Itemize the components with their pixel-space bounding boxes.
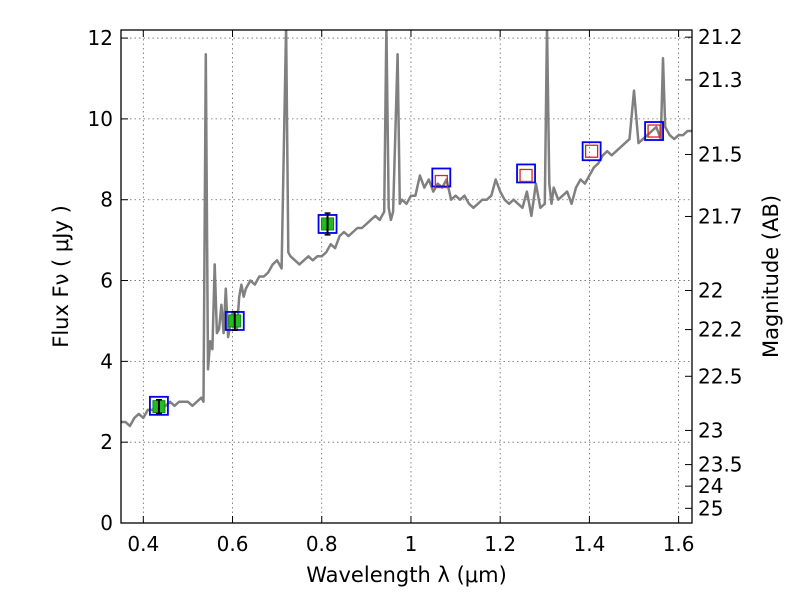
model-flux-box <box>644 121 664 141</box>
x-tick-label: 0.4 <box>127 532 159 556</box>
spectrum-layer <box>121 30 692 428</box>
x-tick-label: 1.2 <box>484 532 516 556</box>
mag-tick-label: 23.5 <box>698 453 743 477</box>
x-tick-label: 1.4 <box>573 532 605 556</box>
upper-limit-marker <box>519 168 533 183</box>
mag-tick-label: 21.2 <box>698 25 743 49</box>
photometry-layer <box>149 121 664 416</box>
photometry-filter-0.60 <box>224 310 245 331</box>
model-flux-box <box>149 395 169 416</box>
y-tick-label: 8 <box>100 188 113 212</box>
spectrum-line <box>121 30 692 428</box>
photometry-filter-1.54 <box>644 121 664 141</box>
model-flux-box <box>431 167 452 188</box>
photometry-filter-1.25 <box>516 163 536 184</box>
x-axis-label: Wavelength λ (μm) <box>306 563 507 587</box>
photometry-filter-1.06 <box>431 167 452 189</box>
photometry-filter-1.40 <box>581 141 602 162</box>
x-tick-label: 0.8 <box>306 532 338 556</box>
x-tick-label: 1 <box>405 532 418 556</box>
y-tick-label: 6 <box>100 269 113 293</box>
right-axis-label: Magnitude (AB) <box>759 195 783 358</box>
y-axis-label: Flux Fν ( μJy ) <box>49 205 73 348</box>
y-tick-label: 12 <box>88 26 113 50</box>
y-tick-label: 4 <box>100 349 113 373</box>
photometry-filter-0.44 <box>149 395 169 416</box>
mag-tick-label: 23 <box>698 418 723 442</box>
model-flux-box <box>581 141 602 162</box>
upper-limit-marker <box>434 174 448 189</box>
photometry-filter-0.81 <box>317 212 338 236</box>
x-tick-label: 1.6 <box>663 532 695 556</box>
model-flux-box <box>516 163 536 184</box>
x-tick-label: 0.6 <box>217 532 249 556</box>
y-tick-label: 2 <box>100 430 113 454</box>
mag-tick-label: 21.7 <box>698 204 743 228</box>
mag-tick-label: 21.5 <box>698 142 743 166</box>
mag-tick-label: 25 <box>698 496 723 520</box>
y-tick-label: 0 <box>100 511 113 535</box>
mag-tick-label: 22.2 <box>698 318 743 342</box>
upper-limit-marker <box>584 144 599 158</box>
mag-tick-label: 22.5 <box>698 364 743 388</box>
y-tick-label: 10 <box>88 107 113 131</box>
plot-frame <box>120 29 693 524</box>
upper-limit-marker <box>647 124 661 138</box>
mag-tick-label: 21.3 <box>698 68 743 92</box>
mag-tick-label: 24 <box>698 474 723 498</box>
mag-tick-label: 22 <box>698 278 723 302</box>
